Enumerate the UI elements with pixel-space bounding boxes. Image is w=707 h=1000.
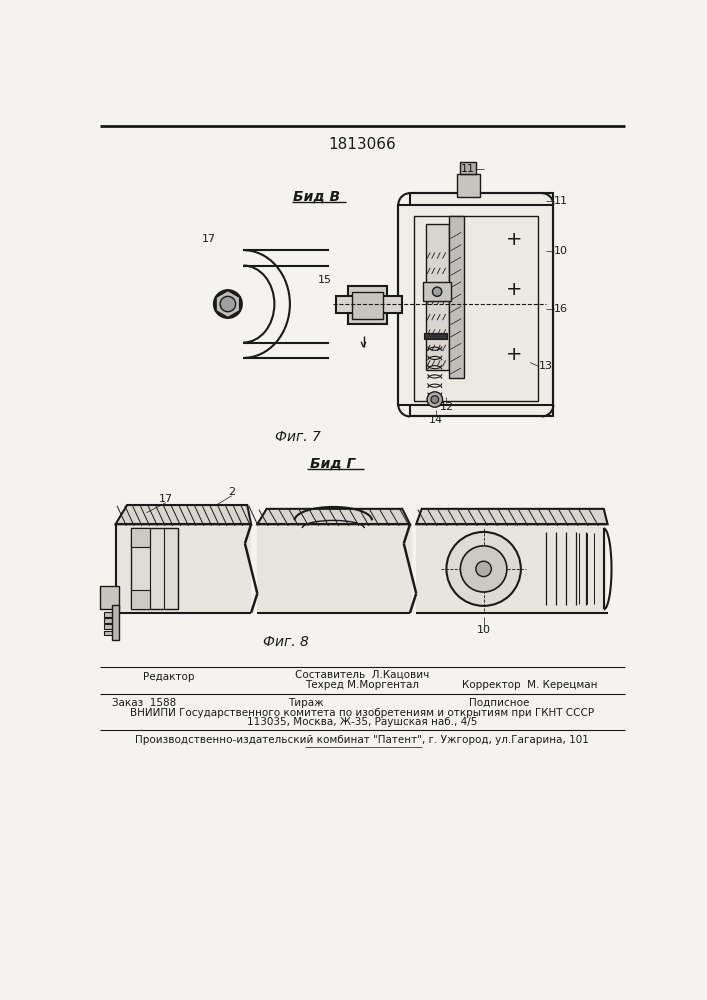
Circle shape xyxy=(220,296,235,312)
Circle shape xyxy=(214,290,242,318)
Text: 16: 16 xyxy=(554,304,568,314)
Text: ВНИИПИ Государственного комитета по изобретениям и открытиям при ГКНТ СССР: ВНИИПИ Государственного комитета по изоб… xyxy=(130,708,594,718)
Bar xyxy=(416,524,606,613)
Circle shape xyxy=(476,561,491,577)
Bar xyxy=(337,296,402,312)
Text: 17: 17 xyxy=(159,494,173,504)
Bar xyxy=(100,586,119,609)
Text: +: + xyxy=(506,345,523,364)
Bar xyxy=(352,292,383,319)
Bar xyxy=(398,205,554,405)
Text: 113035, Москва, Ж-35, Раушская наб., 4/5: 113035, Москва, Ж-35, Раушская наб., 4/5 xyxy=(247,717,477,727)
Circle shape xyxy=(433,287,442,296)
Bar xyxy=(115,524,251,613)
Bar xyxy=(457,174,480,197)
Text: 14: 14 xyxy=(428,415,443,425)
Bar xyxy=(449,216,464,378)
Bar xyxy=(131,528,177,609)
Text: Редактор: Редактор xyxy=(143,672,194,682)
Text: 1813066: 1813066 xyxy=(328,137,396,152)
Bar xyxy=(423,282,451,301)
Circle shape xyxy=(427,392,443,407)
Text: Тираж: Тираж xyxy=(288,698,323,708)
Bar xyxy=(424,333,448,339)
Text: +: + xyxy=(506,280,523,299)
Polygon shape xyxy=(257,509,410,524)
Text: 12: 12 xyxy=(439,402,453,412)
Text: Составитель  Л.Кацович: Составитель Л.Кацович xyxy=(295,669,429,679)
Text: 11: 11 xyxy=(554,196,568,206)
Bar xyxy=(460,162,476,174)
Text: Фиг. 8: Фиг. 8 xyxy=(263,635,309,649)
Text: Корректор  М. Керецман: Корректор М. Керецман xyxy=(462,680,598,690)
Polygon shape xyxy=(216,290,240,318)
Bar xyxy=(426,224,449,370)
Bar xyxy=(104,612,115,617)
Text: 10: 10 xyxy=(477,625,491,635)
Bar xyxy=(112,605,119,640)
Bar xyxy=(414,216,538,401)
Text: Техред М.Моргентал: Техред М.Моргентал xyxy=(305,680,419,690)
Bar xyxy=(104,624,115,629)
Bar xyxy=(131,528,151,547)
Polygon shape xyxy=(416,509,607,524)
Text: Бид Г: Бид Г xyxy=(310,457,355,471)
Polygon shape xyxy=(115,505,251,524)
Circle shape xyxy=(446,532,521,606)
Text: 13: 13 xyxy=(539,361,553,371)
Bar xyxy=(104,618,115,623)
Text: Бид В: Бид В xyxy=(293,190,341,204)
Bar xyxy=(348,286,387,324)
Text: Производственно-издательский комбинат "Патент", г. Ужгород, ул.Гагарина, 101: Производственно-издательский комбинат "П… xyxy=(135,735,589,745)
Bar xyxy=(131,590,151,609)
Text: 10: 10 xyxy=(554,246,568,256)
Text: 15: 15 xyxy=(317,275,332,285)
Text: Подписное: Подписное xyxy=(469,698,530,708)
Bar xyxy=(410,193,554,416)
Circle shape xyxy=(460,546,507,592)
Circle shape xyxy=(431,396,438,403)
Text: 11: 11 xyxy=(461,164,475,174)
Text: 17: 17 xyxy=(201,234,216,244)
Bar xyxy=(104,631,115,635)
Bar xyxy=(257,524,412,613)
Text: Фиг. 7: Фиг. 7 xyxy=(275,430,320,444)
Text: +: + xyxy=(506,230,523,249)
Text: 2: 2 xyxy=(228,487,235,497)
Text: Заказ  1588: Заказ 1588 xyxy=(112,698,176,708)
